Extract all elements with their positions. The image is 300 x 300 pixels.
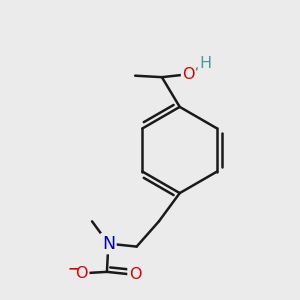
Text: H: H [199,56,211,71]
Text: O: O [75,266,88,281]
Text: −: − [68,261,79,275]
Text: O: O [129,267,141,282]
Text: N: N [102,235,115,253]
Text: O: O [182,67,195,82]
